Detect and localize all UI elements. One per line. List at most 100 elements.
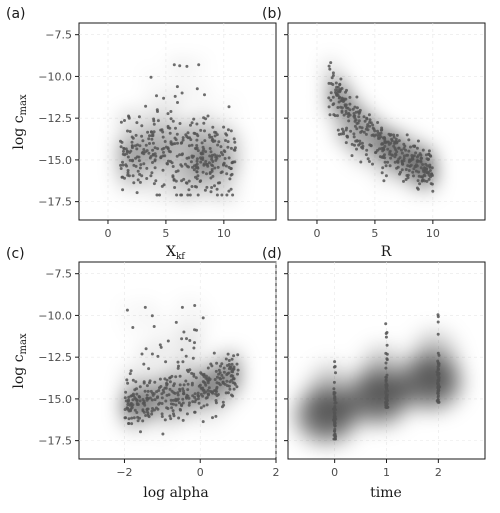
data-point xyxy=(203,188,207,192)
data-point xyxy=(178,387,182,391)
data-point xyxy=(211,125,215,129)
data-point xyxy=(215,394,219,398)
data-point xyxy=(423,174,427,178)
data-point xyxy=(187,188,191,192)
data-point xyxy=(378,155,382,159)
data-point xyxy=(180,337,184,341)
data-point xyxy=(178,64,182,68)
data-point xyxy=(121,160,124,164)
data-point xyxy=(344,112,348,115)
data-point xyxy=(220,362,224,366)
data-point xyxy=(141,419,145,423)
data-point xyxy=(125,149,129,153)
data-point xyxy=(202,147,206,151)
data-point xyxy=(437,379,441,383)
data-point xyxy=(160,392,164,396)
data-point xyxy=(354,110,358,114)
data-point xyxy=(224,132,228,136)
data-point xyxy=(123,396,127,400)
data-point xyxy=(340,87,344,90)
data-point xyxy=(400,160,404,163)
data-point xyxy=(415,146,419,150)
data-point xyxy=(231,193,235,197)
data-point xyxy=(352,112,356,115)
data-point xyxy=(215,385,219,389)
panel-d: 0 1 2 (d) time xyxy=(262,246,486,501)
data-point xyxy=(202,404,206,408)
data-point xyxy=(151,141,155,145)
data-point xyxy=(211,416,214,420)
data-point xyxy=(165,162,169,165)
data-point xyxy=(130,422,134,426)
data-point xyxy=(156,147,160,151)
data-point xyxy=(232,354,236,358)
data-point xyxy=(345,134,349,138)
data-point xyxy=(349,129,353,133)
data-point xyxy=(329,61,333,65)
data-point xyxy=(154,179,158,183)
x-tick-label: 1 xyxy=(383,466,390,479)
data-point xyxy=(181,138,185,142)
data-point xyxy=(404,178,408,181)
data-point xyxy=(371,162,374,166)
data-point xyxy=(216,165,220,169)
data-point xyxy=(357,115,361,119)
data-point xyxy=(219,171,223,175)
data-point xyxy=(210,186,214,189)
data-point xyxy=(405,133,409,137)
panel-d-xticks: 0 1 2 xyxy=(331,459,442,479)
data-point xyxy=(205,377,209,381)
data-point xyxy=(122,149,125,153)
data-point xyxy=(329,98,333,102)
data-point xyxy=(168,380,172,384)
data-point xyxy=(186,136,190,140)
data-point xyxy=(334,90,337,94)
data-point xyxy=(123,416,127,420)
data-point xyxy=(333,395,337,398)
data-point xyxy=(144,347,148,351)
data-point xyxy=(338,95,342,99)
data-point xyxy=(188,401,191,405)
data-point xyxy=(385,331,389,334)
data-point xyxy=(127,417,131,421)
data-point xyxy=(364,132,368,136)
data-point xyxy=(192,117,196,121)
data-point xyxy=(123,119,126,122)
data-point xyxy=(126,129,129,133)
data-point xyxy=(153,166,157,170)
data-point xyxy=(380,128,384,132)
data-point xyxy=(332,365,336,369)
data-point xyxy=(146,397,150,401)
data-point xyxy=(383,144,387,148)
data-point xyxy=(142,152,146,156)
data-point xyxy=(160,128,164,132)
data-point xyxy=(414,169,418,173)
data-point xyxy=(139,430,142,434)
data-point xyxy=(136,419,140,423)
data-point xyxy=(143,389,147,393)
data-point xyxy=(196,394,200,397)
data-point xyxy=(119,163,123,167)
data-point xyxy=(165,383,169,387)
data-point xyxy=(152,117,156,121)
data-point xyxy=(155,390,159,394)
data-point xyxy=(179,408,182,412)
data-point xyxy=(365,148,369,152)
data-point xyxy=(416,154,420,158)
data-point xyxy=(183,162,187,166)
data-point xyxy=(145,149,149,153)
data-point xyxy=(228,380,232,384)
data-point xyxy=(198,180,202,183)
data-point xyxy=(135,191,139,195)
data-point xyxy=(175,85,179,89)
data-point xyxy=(187,403,191,407)
data-point xyxy=(177,401,181,405)
data-point xyxy=(195,144,199,147)
data-point xyxy=(135,403,139,406)
data-point xyxy=(407,160,411,164)
panel-a-xlabel: Xkf xyxy=(166,244,185,262)
data-point xyxy=(206,366,210,370)
data-point xyxy=(154,154,158,158)
data-point xyxy=(199,392,203,396)
data-point xyxy=(331,103,335,107)
